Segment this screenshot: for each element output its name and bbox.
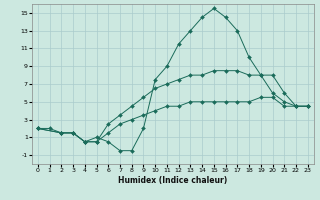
X-axis label: Humidex (Indice chaleur): Humidex (Indice chaleur) [118, 176, 228, 185]
